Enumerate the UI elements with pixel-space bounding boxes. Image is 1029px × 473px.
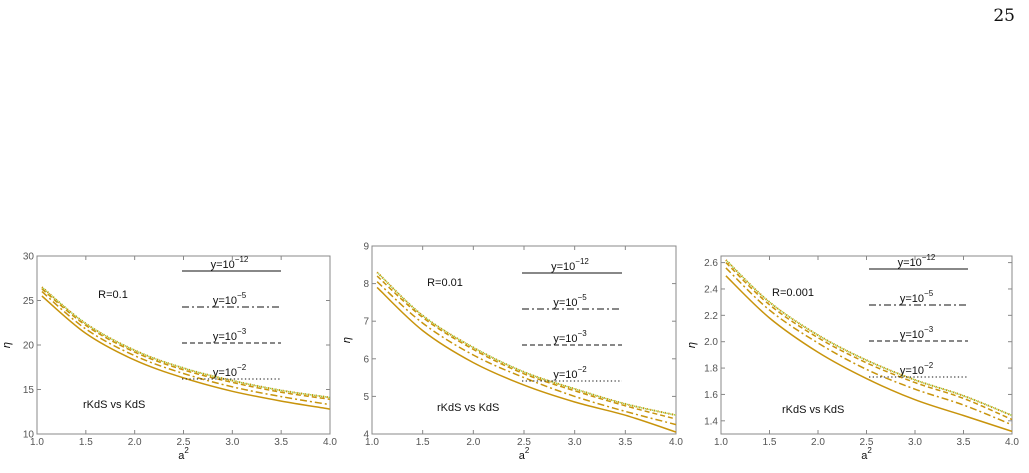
series-line-dotted (41, 286, 331, 399)
y-tick-label: 15 (23, 385, 35, 396)
legend-label: y=10−5 (213, 291, 247, 307)
x-axis-label: a2 (178, 446, 189, 462)
x-tick-label: 3.0 (568, 437, 582, 448)
y-tick-label: 1.4 (704, 416, 718, 427)
chart-panel-r0001: 1.0 1.5 2.0 2.5 3.0 3.5 4.0 1.4 1.6 1.8 2.0 2.2 2.4 2… (686, 253, 1019, 462)
x-tick-label: 2.5 (517, 437, 531, 448)
x-tick-label: 3.5 (274, 437, 288, 448)
legend-label: y=10−2 (553, 365, 587, 381)
y-tick-label: 4 (363, 430, 369, 441)
series-line-dashdot (725, 267, 1013, 426)
page-number: 25 (993, 6, 1015, 26)
y-tick-label: 6 (363, 354, 369, 365)
series-line-dashed (376, 275, 677, 420)
y-tick-label: 2.4 (704, 284, 718, 295)
x-tick-label: 4.0 (323, 437, 337, 448)
x-tick-label: 1.0 (365, 437, 379, 448)
x-tick-label: 3.5 (618, 437, 632, 448)
legend-label: y=10−5 (900, 289, 934, 305)
chart-panel-r001: 1.0 1.5 2.0 2.5 3.0 3.5 4.0 4 5 6 7 8 9 a2 η y=10−12 y=1… (341, 242, 683, 463)
x-tick-label: 1.5 (79, 437, 93, 448)
annotation-comparison: rKdS vs KdS (782, 404, 844, 416)
series-line-dotted (725, 259, 1013, 417)
y-tick-label: 7 (363, 317, 369, 328)
legend-label: y=10−2 (900, 361, 934, 377)
x-axis-label: a2 (861, 446, 872, 462)
legend-label: y=10−2 (213, 363, 247, 379)
x-tick-label: 3.5 (957, 437, 971, 448)
y-tick-label: 20 (23, 341, 35, 352)
annotation-comparison: rKdS vs KdS (83, 399, 145, 411)
y-tick-label: 1.8 (704, 364, 718, 375)
x-tick-label: 1.0 (30, 437, 44, 448)
series-line-solid (376, 286, 677, 433)
series-line-dashed (41, 288, 331, 401)
plot-frame (36, 255, 331, 435)
series-line-dashdot (376, 281, 677, 426)
series-line-dotted-overlay (376, 271, 677, 416)
legend-label: y=10−12 (551, 257, 589, 273)
legend-label: y=10−5 (553, 293, 587, 309)
x-tick-label: 1.5 (763, 437, 777, 448)
x-tick-label: 1.0 (714, 437, 728, 448)
legend-label: y=10−3 (900, 325, 934, 341)
y-tick-label: 1.6 (704, 390, 718, 401)
legend-label: y=10−3 (553, 329, 587, 345)
x-tick-label: 2.5 (177, 437, 191, 448)
series-line-dashed (725, 262, 1013, 421)
x-tick-label: 2.0 (811, 437, 825, 448)
x-tick-label: 2.0 (128, 437, 142, 448)
x-tick-label: 4.0 (669, 437, 683, 448)
series-line-dotted-overlay (41, 286, 331, 399)
x-tick-label: 4.0 (1005, 437, 1019, 448)
chart-panel-r01: 1.0 1.5 2.0 2.5 3.0 3.5 4.0 10 15 20 25 30 a2 η y=10−1… (1, 252, 337, 463)
series-line-solid (41, 295, 331, 410)
x-tick-label: 2.5 (860, 437, 874, 448)
series-line-dotted (376, 271, 677, 417)
y-tick-label: 5 (363, 392, 369, 403)
y-tick-label: 25 (23, 296, 35, 307)
y-axis-label: η (1, 342, 13, 348)
y-tick-label: 2.6 (704, 258, 718, 269)
x-tick-label: 3.0 (908, 437, 922, 448)
y-tick-label: 8 (363, 279, 369, 290)
legend-label: y=10−3 (213, 327, 247, 343)
x-tick-label: 1.5 (416, 437, 430, 448)
annotation-r-value: R=0.001 (772, 287, 814, 299)
series-line-dashdot (41, 291, 331, 406)
y-tick-label: 2.2 (704, 311, 718, 322)
y-axis-label: η (341, 337, 353, 343)
plot-frame (720, 255, 1013, 435)
legend-label: y=10−12 (211, 255, 249, 271)
x-tick-label: 3.0 (225, 437, 239, 448)
legend-label: y=10−12 (898, 253, 936, 269)
y-axis-label: η (686, 342, 698, 348)
y-tick-label: 10 (23, 430, 35, 441)
x-axis-label: a2 (519, 446, 530, 462)
annotation-r-value: R=0.01 (427, 277, 463, 289)
annotation-r-value: R=0.1 (98, 289, 128, 301)
series-line-dotted-overlay (725, 259, 1013, 417)
x-tick-label: 2.0 (466, 437, 480, 448)
y-tick-label: 30 (23, 252, 35, 263)
y-tick-label: 2.0 (704, 337, 718, 348)
series-line-solid (725, 275, 1013, 433)
annotation-comparison: rKdS vs KdS (437, 402, 499, 414)
y-tick-label: 9 (363, 242, 369, 253)
